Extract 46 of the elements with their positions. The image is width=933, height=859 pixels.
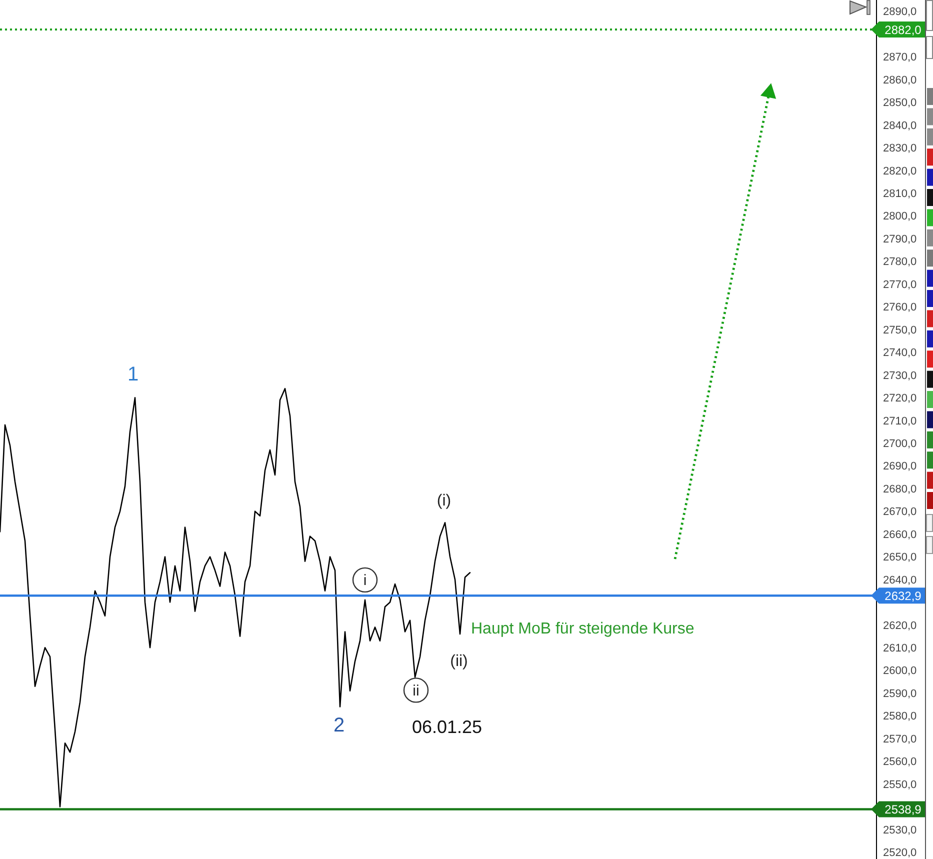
y-tick-label: 2600,0 bbox=[883, 665, 917, 678]
annotation: 06.01.25 bbox=[412, 717, 482, 737]
y-tick-label: 2550,0 bbox=[883, 778, 917, 791]
y-tick-label: 2770,0 bbox=[883, 278, 917, 291]
y-tick-label: 2710,0 bbox=[883, 415, 917, 428]
y-tick-label: 2580,0 bbox=[883, 710, 917, 723]
y-tick-label: 2800,0 bbox=[883, 210, 917, 223]
annotation: (i) bbox=[436, 492, 452, 510]
y-tick-label: 2690,0 bbox=[883, 460, 917, 473]
y-tick-label: 2830,0 bbox=[883, 142, 917, 155]
y-tick-label: 2700,0 bbox=[883, 438, 917, 450]
y-tick-label: 2740,0 bbox=[883, 347, 917, 360]
y-tick-label: 2730,0 bbox=[883, 370, 917, 382]
y-tick-label: 2820,0 bbox=[883, 165, 917, 178]
y-tick-label: 2780,0 bbox=[883, 256, 917, 268]
y-tick-label: 2560,0 bbox=[883, 756, 917, 768]
y-tick-label: 2650,0 bbox=[883, 552, 917, 564]
ref-line-label: 2538,9 bbox=[884, 802, 922, 817]
y-tick-label: 2680,0 bbox=[883, 483, 917, 496]
y-tick-label: 2590,0 bbox=[883, 688, 917, 700]
y-tick-label: 2890,0 bbox=[883, 6, 917, 18]
y-tick-label: 2660,0 bbox=[883, 528, 917, 541]
annotation: 1 bbox=[127, 364, 139, 386]
y-tick-label: 2720,0 bbox=[883, 392, 917, 405]
y-tick-label: 2760,0 bbox=[883, 302, 917, 314]
y-tick-label: 2530,0 bbox=[883, 824, 917, 836]
annotation: i bbox=[363, 572, 367, 590]
y-tick-label: 2840,0 bbox=[883, 120, 917, 132]
y-tick-label: 2790,0 bbox=[883, 233, 917, 246]
annotation: ii bbox=[412, 682, 420, 700]
y-tick-label: 2520,0 bbox=[883, 847, 917, 859]
annotation: (ii) bbox=[450, 653, 468, 670]
y-tick-label: 2570,0 bbox=[883, 733, 917, 746]
y-tick-label: 2860,0 bbox=[883, 74, 917, 86]
y-tick-label: 2640,0 bbox=[883, 574, 917, 586]
annotation: Haupt MoB für steigende Kurse bbox=[471, 620, 694, 638]
ref-line-label: 2882,0 bbox=[884, 22, 922, 37]
y-tick-label: 2750,0 bbox=[883, 324, 917, 336]
annotation: 2 bbox=[333, 714, 345, 737]
y-tick-label: 2810,0 bbox=[883, 188, 917, 200]
y-tick-label: 2610,0 bbox=[883, 642, 917, 655]
y-tick-label: 2620,0 bbox=[883, 620, 917, 632]
y-tick-label: 2850,0 bbox=[883, 97, 917, 110]
y-tick-label: 2870,0 bbox=[883, 52, 917, 64]
y-tick-label: 2670,0 bbox=[883, 506, 917, 518]
ref-line-label: 2632,9 bbox=[884, 588, 922, 603]
